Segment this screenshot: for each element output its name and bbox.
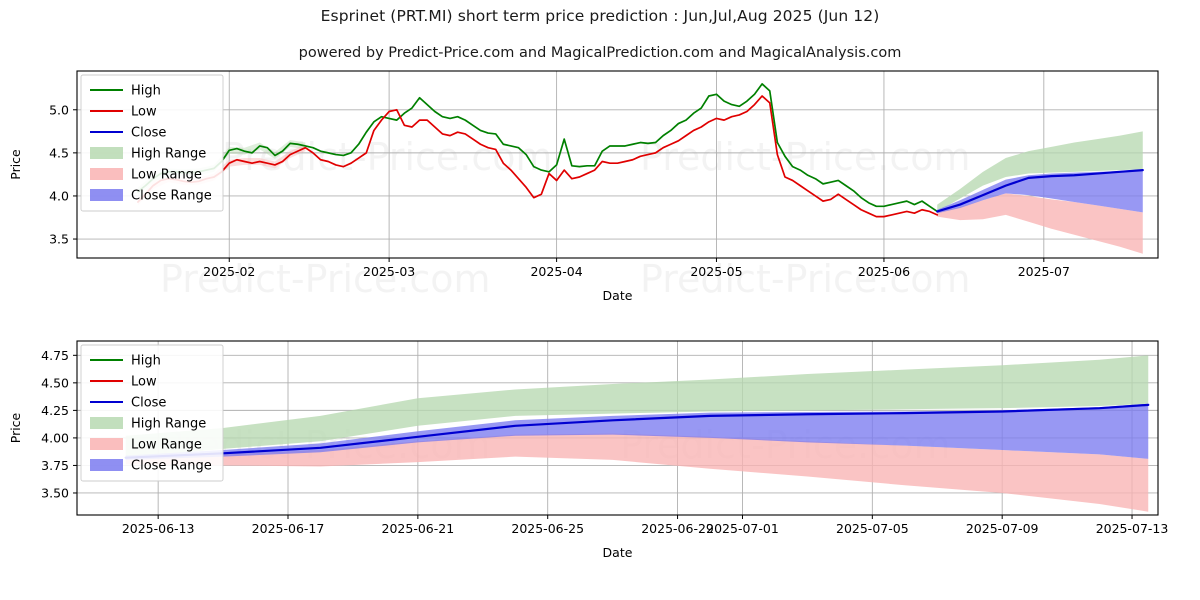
legend-label-high: High [131, 354, 161, 369]
legend-label-low-range: Low Range [131, 438, 202, 453]
band-high-range [937, 131, 1143, 212]
x-tick-label: 2025-03 [363, 264, 415, 279]
legend-label-close-range: Close Range [131, 189, 212, 204]
x-axis-label: Date [603, 545, 633, 560]
y-tick-label: 4.50 [41, 375, 69, 390]
x-tick-label: 2025-06-29 [641, 521, 714, 536]
x-tick-label: 2025-06 [858, 264, 910, 279]
y-tick-label: 4.5 [49, 145, 69, 160]
x-tick-label: 2025-06-25 [511, 521, 584, 536]
legend-label-high: High [131, 84, 161, 99]
y-tick-label: 3.75 [41, 458, 69, 473]
band-close-range [937, 169, 1143, 214]
y-tick-label: 4.25 [41, 403, 69, 418]
x-tick-label: 2025-06-13 [122, 521, 195, 536]
x-tick-label: 2025-02 [203, 264, 255, 279]
legend-swatch-low-range [90, 168, 123, 180]
y-tick-label: 5.0 [49, 102, 69, 117]
legend-label-low: Low [131, 105, 157, 120]
legend-swatch-high-range [90, 147, 123, 159]
x-tick-label: 2025-05 [690, 264, 742, 279]
y-tick-label: 4.00 [41, 430, 69, 445]
watermark: Predict-Price.com [222, 135, 553, 179]
x-tick-label: 2025-04 [530, 264, 582, 279]
band-low-range [137, 144, 306, 206]
watermark: Predict-Price.com [640, 257, 971, 301]
band-low-range [937, 193, 1143, 254]
y-tick-label: 3.5 [49, 232, 69, 247]
top-chart: Predict-Price.com Predict-Price.com Predic… [8, 70, 1159, 303]
y-axis-label: Price [8, 412, 23, 443]
legend-label-high-range: High Range [131, 147, 206, 162]
band-close-range [125, 403, 1149, 460]
watermark: Predict-Price.com [160, 257, 491, 301]
x-tick-label: 2025-07 [1018, 264, 1070, 279]
legend-label-low: Low [131, 375, 157, 390]
y-tick-label: 4.75 [41, 348, 69, 363]
x-tick-label: 2025-06-17 [252, 521, 325, 536]
y-axis-label: Price [8, 149, 23, 180]
band-low-range [125, 433, 1149, 512]
legend-swatch-close-range [90, 459, 123, 471]
x-tick-label: 2025-06-21 [382, 521, 455, 536]
x-tick-label: 2025-07-09 [966, 521, 1039, 536]
legend-swatch-low-range [90, 438, 123, 450]
page-title: Esprinet (PRT.MI) short term price predi… [320, 7, 880, 25]
series-line-close [936, 169, 1144, 213]
legend-swatch-close-range [90, 189, 123, 201]
series-line-low [137, 95, 939, 218]
legend-label-high-range: High Range [131, 417, 206, 432]
plot-border [76, 340, 1159, 516]
y-tick-label: 4.0 [49, 188, 69, 203]
series-line-close [124, 403, 1150, 459]
bottom-chart: Predict-Price.comPredict-Price.com3.503.… [8, 340, 1169, 560]
page-subtitle: powered by Predict-Price.com and Magical… [298, 45, 902, 61]
legend-label-close: Close [131, 126, 166, 141]
legend-swatch-high-range [90, 417, 123, 429]
series-line-high [137, 83, 939, 213]
x-tick-label: 2025-07-13 [1096, 521, 1169, 536]
legend-label-close: Close [131, 396, 166, 411]
x-tick-label: 2025-07-05 [836, 521, 909, 536]
band-high-range [125, 355, 1149, 458]
legend-label-low-range: Low Range [131, 168, 202, 183]
watermark: Predict-Price.com [640, 135, 971, 179]
x-axis-label: Date [603, 288, 633, 303]
x-tick-label: 2025-07-01 [706, 521, 779, 536]
plot-border [76, 70, 1159, 259]
y-tick-label: 3.50 [41, 485, 69, 500]
legend-label-close-range: Close Range [131, 459, 212, 474]
